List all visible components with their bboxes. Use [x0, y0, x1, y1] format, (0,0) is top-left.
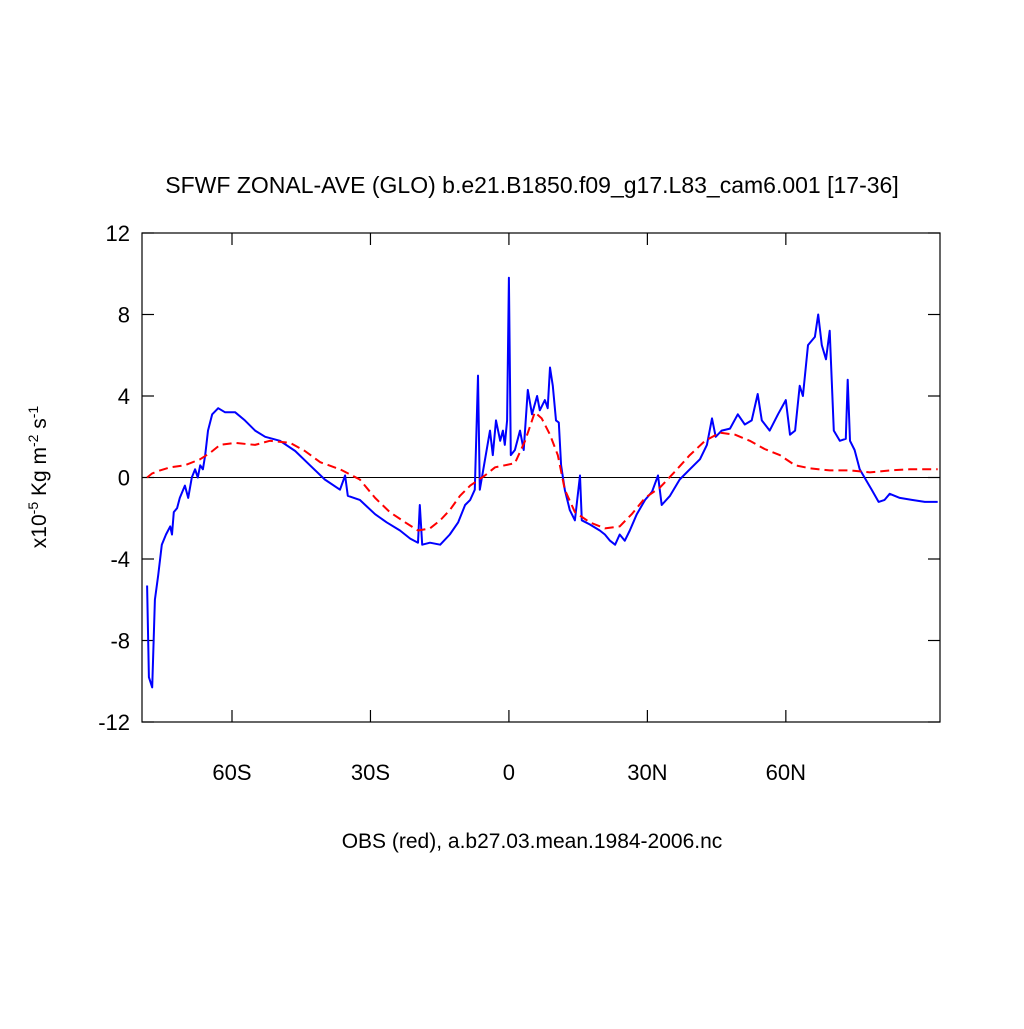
data-line — [146, 411, 938, 532]
x-tick-label: 60S — [212, 760, 251, 785]
y-axis-title-part: x10 — [28, 514, 51, 548]
data-line — [146, 276, 938, 689]
y-axis-title-sup: -5 — [25, 502, 41, 515]
y-tick-label: 4 — [118, 384, 130, 409]
y-tick-label: 0 — [118, 466, 130, 491]
chart-title: SFWF ZONAL-AVE (GLO) b.e21.B1850.f09_g17… — [165, 172, 898, 198]
x-tick-label: 60N — [766, 760, 806, 785]
y-axis-title-sup: -2 — [25, 434, 41, 447]
x-tick-label: 30N — [627, 760, 667, 785]
y-tick-label: 12 — [106, 221, 130, 246]
y-tick-label: -4 — [110, 547, 130, 572]
y-axis-title: x10-5 Kg m-2 s-1 — [25, 406, 51, 549]
y-tick-label: -12 — [98, 710, 130, 735]
y-tick-label: 8 — [118, 303, 130, 328]
x-axis-title: OBS (red), a.b27.03.mean.1984-2006.nc — [342, 830, 723, 853]
y-axis-title-part: Kg m — [28, 447, 51, 502]
x-tick-label: 0 — [503, 760, 515, 785]
plot-frame — [141, 232, 941, 723]
y-axis-title-part: s — [28, 418, 51, 434]
y-axis-title-sup: -1 — [25, 406, 41, 419]
y-tick-label: -8 — [110, 629, 130, 654]
x-tick-label: 30S — [351, 760, 390, 785]
